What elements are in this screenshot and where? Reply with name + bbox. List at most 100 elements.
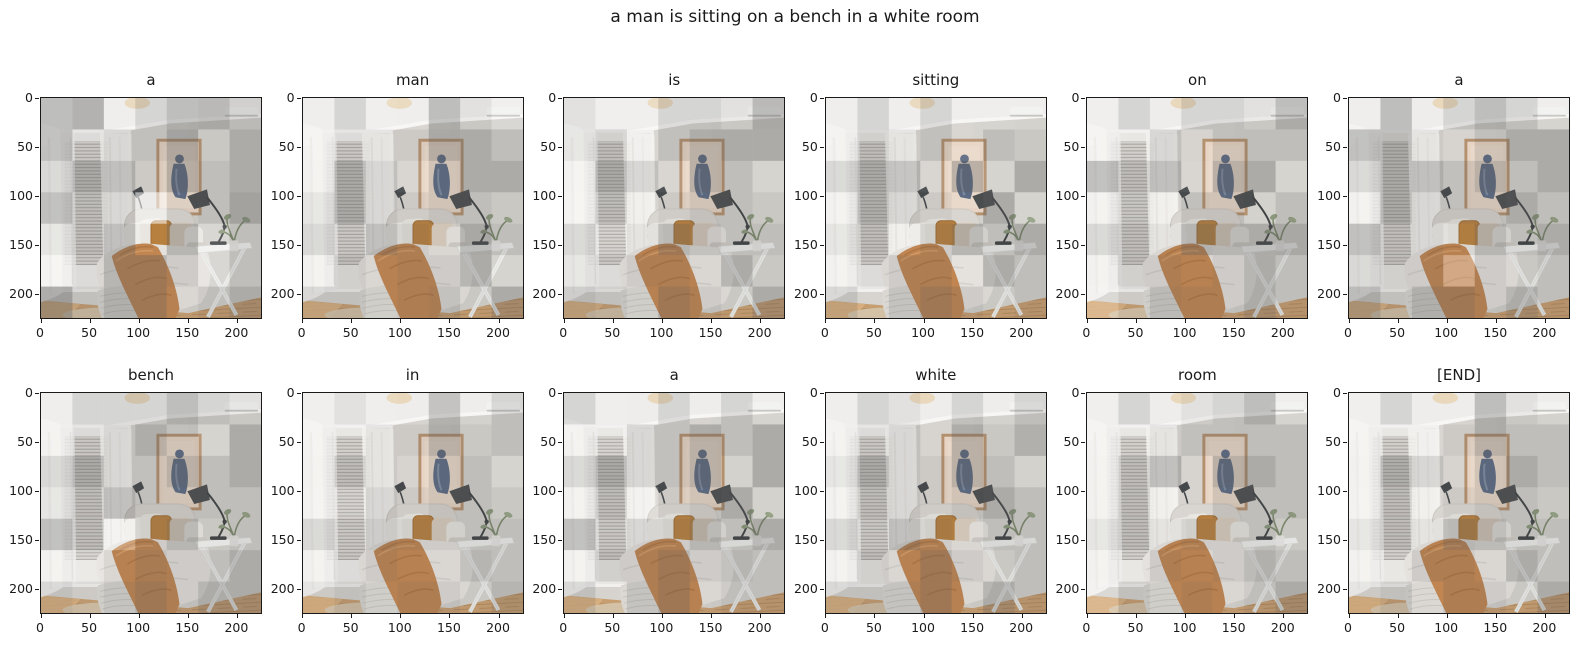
- attention-patch: [229, 129, 261, 161]
- attention-patch: [1474, 393, 1507, 425]
- x-tick-label: 50: [604, 325, 621, 340]
- attention-patch: [982, 550, 1015, 582]
- attention-patch: [1213, 160, 1245, 193]
- attention-patch: [41, 129, 73, 161]
- attention-patch: [1150, 129, 1182, 161]
- attention-patch: [951, 160, 983, 193]
- subplot-title: white: [915, 366, 957, 384]
- x-tick-label: 150: [175, 620, 200, 635]
- attention-patch: [135, 581, 167, 613]
- attention-patch: [1213, 129, 1245, 161]
- attention-patch: [1537, 223, 1569, 256]
- attention-patch: [334, 393, 366, 425]
- x-tick: [1234, 319, 1236, 323]
- attention-patch: [658, 192, 690, 224]
- y-tick-label: 100: [9, 483, 33, 499]
- attention-patch: [1150, 255, 1182, 287]
- y-tick-label: 100: [1055, 188, 1080, 204]
- attention-patch: [825, 192, 858, 224]
- attention-patch: [459, 424, 492, 456]
- attention-patch: [825, 393, 858, 425]
- attention-patch: [1213, 255, 1245, 287]
- attention-patch: [1443, 424, 1475, 456]
- attention-patch: [103, 518, 136, 551]
- attention-patch: [595, 487, 628, 519]
- x-tick-label: 150: [960, 325, 985, 340]
- x-tick: [825, 614, 827, 618]
- attention-patch: [1118, 518, 1151, 551]
- x-tick-label: 100: [1172, 620, 1197, 635]
- x-tick-label: 100: [911, 620, 935, 635]
- attention-patch: [198, 223, 230, 256]
- x-tick-label: 0: [559, 325, 568, 340]
- attention-patch: [365, 98, 397, 130]
- attention-patch: [166, 424, 199, 456]
- y-tick: [35, 392, 39, 394]
- x-tick: [1135, 614, 1137, 618]
- y-tick: [35, 441, 39, 443]
- attention-patch: [1150, 581, 1182, 613]
- attention-patch: [982, 518, 1015, 551]
- attention-patch: [1275, 393, 1308, 425]
- bedroom-image: [564, 98, 785, 318]
- attention-patch: [595, 550, 628, 582]
- attention-patch: [198, 424, 230, 456]
- attention-patch: [1411, 550, 1444, 582]
- attention-patch: [365, 487, 397, 519]
- attention-patch: [459, 455, 492, 488]
- attention-patch: [41, 550, 73, 582]
- y-tick-label: 0: [548, 385, 557, 400]
- attention-patch: [1537, 487, 1569, 519]
- x-tick-label: 200: [486, 620, 510, 635]
- attention-patch: [982, 98, 1015, 130]
- attention-patch: [166, 255, 199, 287]
- y-tick: [1081, 195, 1086, 197]
- attention-patch: [627, 487, 659, 519]
- x-tick-label: 150: [698, 620, 723, 635]
- attention-patch: [72, 160, 104, 193]
- attention-patch: [396, 255, 429, 287]
- attention-patch: [229, 223, 261, 256]
- y-tick: [296, 97, 301, 99]
- attention-patch: [166, 518, 199, 551]
- attention-patch: [365, 393, 397, 425]
- attention-patch: [103, 581, 136, 613]
- plot-area: [1348, 392, 1570, 614]
- attention-patch: [1275, 455, 1308, 488]
- attention-patch: [166, 223, 199, 256]
- attention-patch: [1349, 424, 1381, 456]
- attention-patch: [396, 424, 429, 456]
- attention-patch: [103, 98, 136, 130]
- attention-patch: [1244, 581, 1276, 613]
- attention-patch: [658, 223, 690, 256]
- attention-patch: [689, 550, 722, 582]
- attention-patch: [166, 129, 199, 161]
- attention-patch: [1244, 455, 1276, 488]
- attention-patch: [721, 160, 753, 193]
- attention-patch: [1443, 487, 1475, 519]
- attention-patch: [752, 255, 785, 287]
- attention-patch: [1537, 550, 1569, 582]
- y-tick-label: 150: [1055, 532, 1080, 548]
- subplot-title: room: [1177, 366, 1217, 384]
- attention-patch: [1181, 518, 1214, 551]
- attention-patch: [1506, 223, 1538, 256]
- attention-patch: [1087, 455, 1119, 488]
- attention-patch: [334, 487, 366, 519]
- x-tick-label: 200: [747, 620, 772, 635]
- attention-patch: [1150, 160, 1182, 193]
- attention-patch: [857, 518, 889, 551]
- attention-patch: [229, 487, 261, 519]
- attention-patch: [920, 518, 952, 551]
- y-tick-label: 200: [1317, 581, 1341, 597]
- attention-subplot: a 0 50 100 150 200 0 50 100 150 200: [9, 71, 262, 340]
- attention-patch: [72, 424, 104, 456]
- x-tick: [612, 614, 614, 618]
- y-tick-label: 200: [270, 286, 295, 302]
- attention-patch: [1506, 255, 1538, 287]
- attention-patch: [41, 455, 73, 488]
- attention-patch: [1118, 581, 1151, 613]
- attention-patch: [564, 192, 596, 224]
- attention-patch: [1118, 286, 1151, 318]
- x-tick: [1086, 614, 1088, 618]
